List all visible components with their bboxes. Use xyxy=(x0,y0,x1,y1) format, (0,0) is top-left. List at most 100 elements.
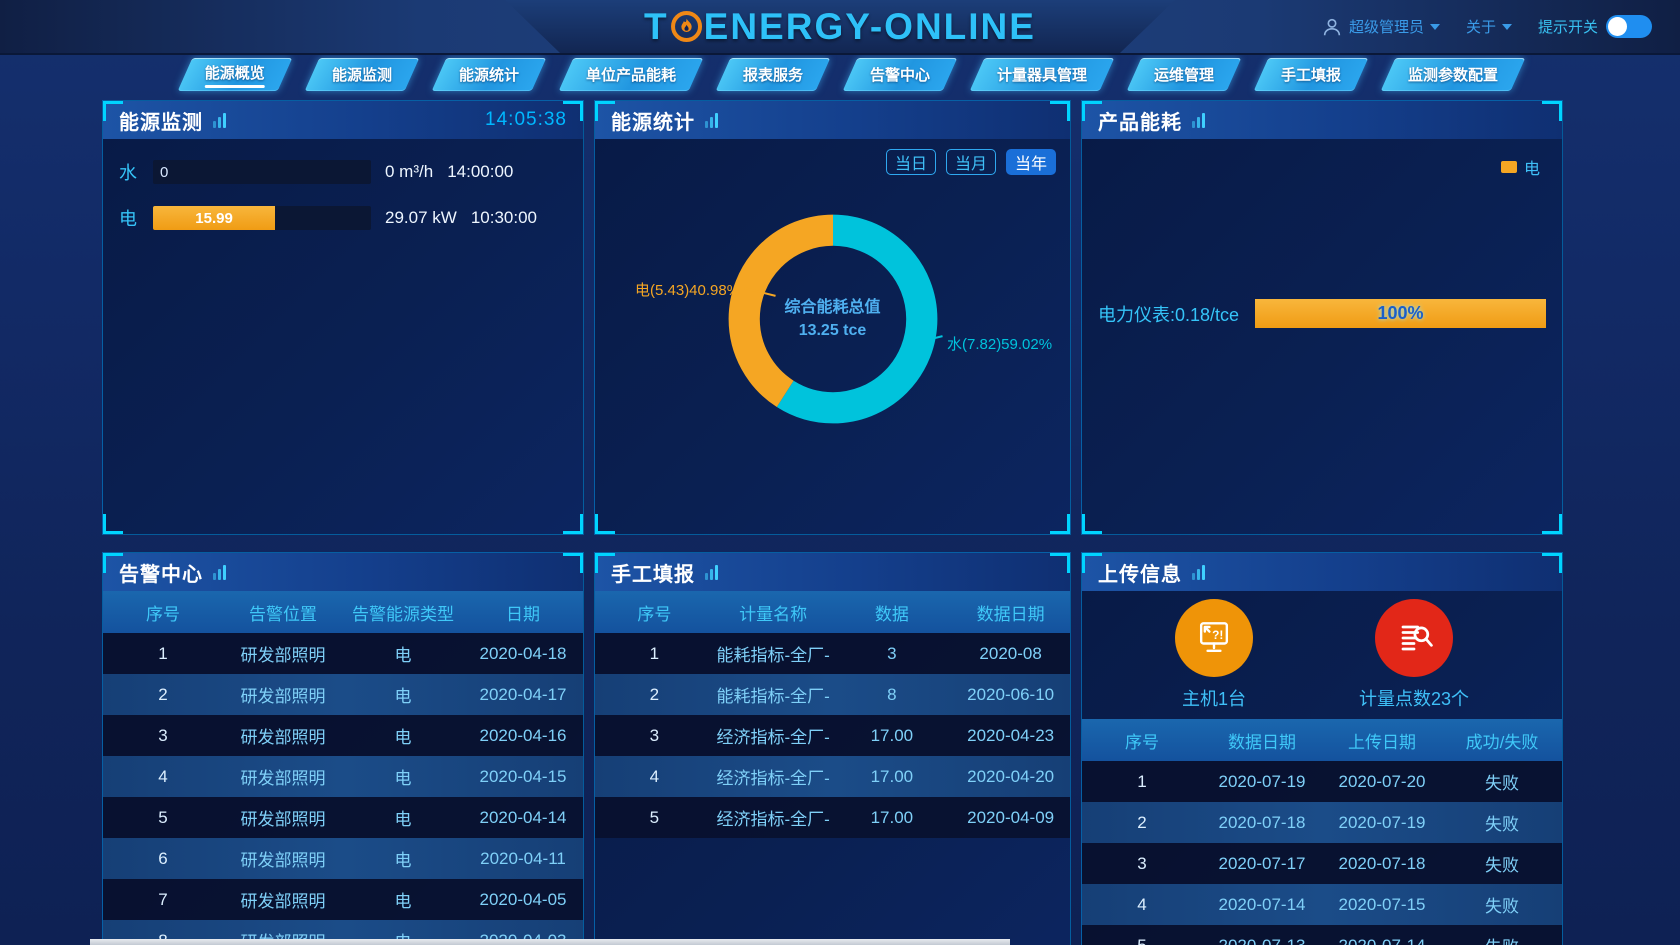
nav-tab[interactable]: 能源统计 xyxy=(431,58,547,91)
column-header: 序号 xyxy=(637,604,672,624)
nav-tab[interactable]: 监测参数配置 xyxy=(1380,58,1526,91)
panel-alarm-center-header: 告警中心 xyxy=(103,553,583,591)
period-button[interactable]: 当月 xyxy=(945,149,996,175)
live-clock: 14:05:38 xyxy=(485,109,567,130)
table-cell: 2020-04-16 xyxy=(479,725,567,745)
reading-time: 10:30:00 xyxy=(470,208,537,227)
period-button[interactable]: 当年 xyxy=(1005,149,1056,175)
table-cell: 2020-07-17 xyxy=(1218,853,1306,873)
upload-table: 序号 数据日期 上传日期 成功/失败 1 2020-07-19 2020-07-20 失败 2 2… xyxy=(1082,719,1562,945)
panel-title: 告警中心 xyxy=(119,563,203,586)
nav-tab[interactable]: 手工填报 xyxy=(1253,58,1369,91)
panel-alarm-center-body: 序号 告警位置 告警能源类型 日期 1 研发部照明电 2020-04-18 2 研发部照明电 20… xyxy=(103,591,583,945)
nav-tab[interactable]: 单位产品能耗 xyxy=(558,58,704,91)
user-menu[interactable]: 超级管理员 xyxy=(1321,16,1440,38)
toggle-knob xyxy=(1608,17,1627,36)
table-cell: 2020-04-11 xyxy=(480,848,566,868)
nav-tab[interactable]: 报表服务 xyxy=(715,58,831,91)
table-cell: 2020-08 xyxy=(979,643,1042,663)
table-cell: 2020-04-09 xyxy=(967,807,1055,827)
table-cell: 2020-04-18 xyxy=(479,643,567,663)
table-cell: 2020-04-14 xyxy=(479,807,567,827)
panel-alarm-center: 告警中心 序号 告警位置 告警能源类型 日期 1 研发部照明电 2020-04-18 2 研发部… xyxy=(102,552,584,945)
table-cell: 5 xyxy=(158,807,168,827)
tip-toggle-switch[interactable] xyxy=(1606,15,1652,38)
meter-search-icon xyxy=(1374,599,1453,677)
header-trapezoid-decoration xyxy=(505,0,1175,53)
bar-track: 100% xyxy=(1255,299,1546,328)
table-header-row: 序号 数据日期 上传日期 成功/失败 xyxy=(1082,719,1562,761)
nav-tab[interactable]: 运维管理 xyxy=(1126,58,1242,91)
table-cell: 2020-07-13 xyxy=(1218,935,1306,945)
table-header-row: 序号 告警位置 告警能源类型 日期 xyxy=(103,591,583,633)
table-row: 2 研发部照明 电 2020-04-17 xyxy=(103,674,583,715)
bar-fill: 100% xyxy=(1255,299,1546,328)
panel-manual-fill-body: 序号 计量名称 数据 数据日期 1 能耗指标-全厂- 3 2020-08 2 能耗指标-全厂- 8 2… xyxy=(595,591,1070,945)
table-row: 3 2020-07-17 2020-07-18 失败 xyxy=(1082,843,1562,884)
table-row: 1 2020-07-19 2020-07-20 失败 xyxy=(1082,761,1562,802)
nav-tab-label: 报表服务 xyxy=(743,67,804,84)
chart-legend: 电 xyxy=(1500,155,1540,179)
table-cell: 2020-06-10 xyxy=(967,684,1055,704)
table-cell: 研发部照明 xyxy=(240,728,326,747)
period-button-group: 当日 当月 当年 xyxy=(885,149,1056,175)
panel-energy-stats: 能源统计 当日 当月 当年 综合能耗总值 13.25 tce 电(5.43)40.9… xyxy=(594,100,1071,535)
table-row: 7 研发部照明 电 2020-04-05 xyxy=(103,879,583,920)
nav-tab[interactable]: 能源概览 xyxy=(177,58,293,91)
tip-toggle-label: 提示开关 xyxy=(1537,19,1598,36)
donut-label-electric: 电(5.43)40.98% xyxy=(635,279,740,300)
panel-energy-monitor-body: 水 0 0 m³/h 14:00:00 电 15.99 29.07 kW 10:… xyxy=(103,159,583,534)
panel-energy-stats-body: 当日 当月 当年 综合能耗总值 13.25 tce 电(5.43)40.98% 水(… xyxy=(595,139,1070,534)
nav-tab[interactable]: 能源监测 xyxy=(304,58,420,91)
table-cell: 电 xyxy=(394,728,412,747)
panel-upload-info: 上传信息 ?! 主机1台 xyxy=(1081,552,1563,945)
legend-label: 电 xyxy=(1523,161,1540,178)
table-row: 6 研发部照明 电 2020-04-11 xyxy=(103,838,583,879)
table-cell: 电 xyxy=(394,646,412,665)
table-cell: 2 xyxy=(1137,812,1147,832)
table-cell: 研发部照明 xyxy=(240,646,326,665)
donut-title: 综合能耗总值 xyxy=(784,298,881,316)
panel-product-energy: 产品能耗 电 电力仪表:0.18/tce 100% xyxy=(1081,100,1563,535)
nav-tab[interactable]: 告警中心 xyxy=(842,58,958,91)
table-cell: 2020-07-20 xyxy=(1338,771,1426,791)
top-header: T ENERGY-ONLINE 超级管理员 关于 提示开关 xyxy=(0,0,1680,55)
table-cell: 2020-07-18 xyxy=(1338,853,1426,873)
panel-manual-fill: 手工填报 序号 计量名称 数据 数据日期 1 能耗指标-全厂- 3 2020-08 2 能耗指标-… xyxy=(594,552,1071,945)
energy-donut-chart: 综合能耗总值 13.25 tce xyxy=(713,199,953,439)
donut-center-label: 综合能耗总值 13.25 tce xyxy=(713,199,953,439)
main-nav: 能源概览 能源监测 能源统计 单位产品能耗 报表服务 告警中心 计量器具管理 运维管理 手工填报… xyxy=(177,58,1526,91)
table-header-row: 序号 计量名称 数据 数据日期 xyxy=(595,591,1070,633)
gauge-value: 0 xyxy=(160,163,169,181)
table-row: 4 2020-07-14 2020-07-15 失败 xyxy=(1082,884,1562,925)
panel-energy-monitor: 能源监测 14:05:38 水 0 0 m³/h 14:00:00 电 15.9… xyxy=(102,100,584,535)
legend-swatch-electric xyxy=(1500,161,1517,173)
table-cell: 2020-07-15 xyxy=(1338,894,1426,914)
table-cell: 经济指标-全厂- xyxy=(716,728,830,747)
meter-reading: 0 m³/h 14:00:00 xyxy=(385,162,513,182)
column-header: 告警位置 xyxy=(249,604,317,624)
about-menu[interactable]: 关于 xyxy=(1466,16,1512,37)
table-cell: 电 xyxy=(394,687,412,706)
table-cell: 3 xyxy=(1137,853,1147,873)
panel-title: 手工填报 xyxy=(611,563,695,586)
meter-label: 电 xyxy=(119,209,137,229)
table-cell: 失败 xyxy=(1485,815,1519,834)
nav-tab[interactable]: 计量器具管理 xyxy=(969,58,1115,91)
table-row: 1 研发部照明 电 2020-04-18 xyxy=(103,633,583,674)
header-actions: 超级管理员 关于 提示开关 xyxy=(1321,0,1652,53)
logo-suffix: ENERGY-ONLINE xyxy=(703,5,1036,47)
table-cell: 电 xyxy=(394,851,412,870)
table-cell: 2020-04-17 xyxy=(479,684,567,704)
period-button[interactable]: 当日 xyxy=(885,149,936,175)
table-cell: 能耗指标-全厂- xyxy=(716,687,830,706)
panel-title: 能源统计 xyxy=(611,111,695,134)
table-cell: 4 xyxy=(158,766,168,786)
table-cell: 失败 xyxy=(1442,933,1562,945)
column-header: 告警能源类型 xyxy=(352,604,454,624)
alarm-table: 序号 告警位置 告警能源类型 日期 1 研发部照明电 2020-04-18 2 研发部照明电 20… xyxy=(103,591,583,945)
reading-value: 29.07 kW xyxy=(385,208,457,227)
chevron-down-icon xyxy=(1501,23,1512,30)
table-row: 5 研发部照明 电 2020-04-14 xyxy=(103,797,583,838)
table-row: 2 2020-07-18 2020-07-19 失败 xyxy=(1082,802,1562,843)
